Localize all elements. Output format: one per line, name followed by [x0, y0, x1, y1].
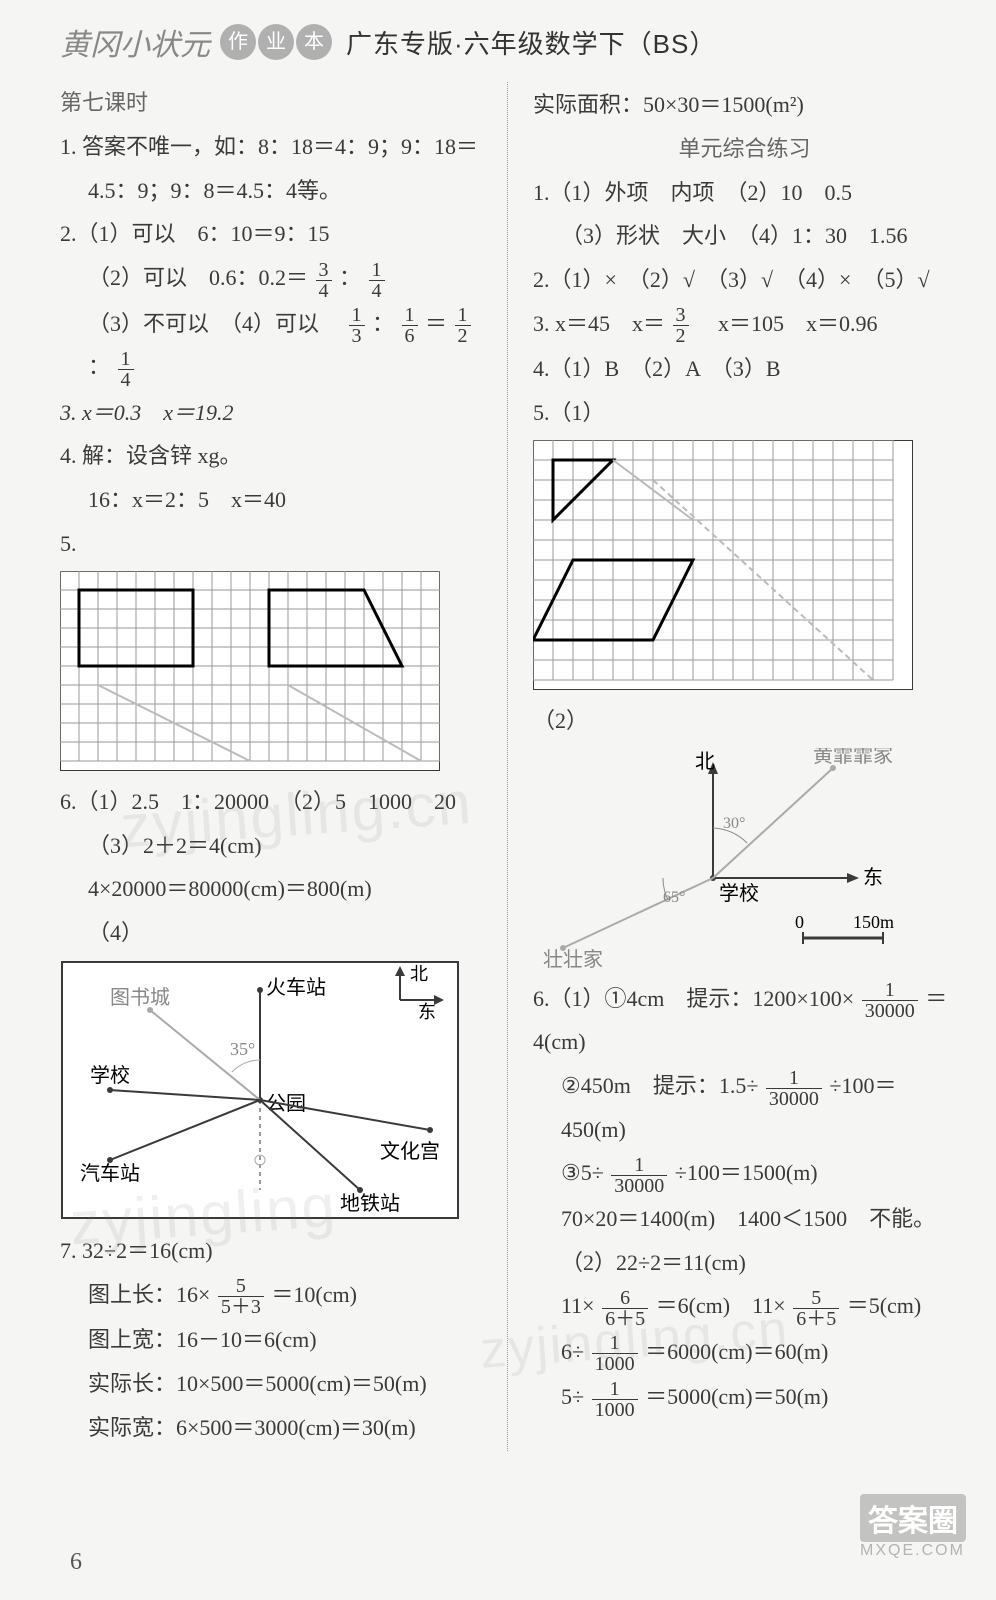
columns: 第七课时 1. 答案不唯一，如：8：18＝4：9；9：18＝ 4.5：9；9：8… [60, 82, 956, 1451]
r-q1b: （3）形状 大小 （4）1：30 1.56 [533, 215, 956, 257]
header: 黄冈小状元 作 业 本 广东专版·六年级数学下（BS） [60, 20, 956, 64]
svg-text:30°: 30° [723, 815, 745, 832]
q5-label: 5. [60, 523, 483, 565]
svg-text:学校: 学校 [90, 1064, 130, 1087]
r-q4: 4.（1）B （2）A （3）B [533, 348, 956, 390]
q6-3b: 4×20000＝80000(cm)＝800(m) [60, 868, 483, 910]
q2-3: （3）不可以 （4）可以 13 ： 16 ＝ 12 ： 14 [60, 303, 483, 390]
r-q6-2c: 6÷ 11000 ＝6000(cm)＝60(m) [533, 1331, 956, 1374]
q1-line1: 1. 答案不唯一，如：8：18＝4：9；9：18＝ [60, 126, 483, 168]
svg-text:学校: 学校 [719, 882, 759, 905]
svg-text:东: 东 [863, 866, 883, 889]
q7e: 实际宽：6×500＝3000(cm)＝30(m) [60, 1407, 483, 1449]
r-q6-1c: ③5÷ 130000 ÷100＝1500(m) [533, 1152, 956, 1195]
badge-1: 作 [220, 24, 256, 60]
svg-text:0: 0 [795, 912, 804, 932]
frac-1-30000b: 130000 [766, 1068, 822, 1109]
svg-text:黄霏霏家: 黄霏霏家 [813, 748, 893, 767]
svg-text:北: 北 [410, 964, 428, 984]
r-q5: 5.（1） [533, 392, 956, 434]
svg-text:地铁站: 地铁站 [340, 1192, 400, 1215]
page: 黄冈小状元 作 业 本 广东专版·六年级数学下（BS） 第七课时 1. 答案不唯… [0, 0, 996, 1600]
grid-figure-5r [533, 440, 913, 690]
frac-1-4: 14 [369, 260, 385, 301]
frac-3-2: 32 [673, 305, 689, 346]
r-q3: 3. x＝45 x＝ 32 x＝105 x＝0.96 [533, 303, 956, 346]
q3: 3. x＝0.3 x＝19.2 [60, 392, 483, 434]
eq1: ＝ [425, 311, 447, 336]
colon3: ： [88, 354, 110, 379]
q7b: 图上长：16× 55＋3 ＝10(cm) [60, 1274, 483, 1317]
q4a: 4. 解：设含锌 xg。 [60, 435, 483, 477]
colon1: ： [339, 265, 361, 290]
svg-text:北: 北 [695, 750, 715, 773]
frac-3-4: 34 [316, 260, 332, 301]
svg-text:东: 东 [418, 1002, 436, 1022]
svg-text:65°: 65° [663, 889, 685, 906]
q7c: 图上宽：16－10＝6(cm) [60, 1319, 483, 1361]
frac-5-53: 55＋3 [218, 1276, 264, 1317]
frac-1-30000: 130000 [862, 980, 918, 1021]
r-q6-1b: ②450m 提示：1.5÷ 130000 ÷100＝450(m) [533, 1065, 956, 1150]
r-q2: 2.（1）× （2）√ （3）√ （4）× （5）√ [533, 259, 956, 301]
q2-3-a: （3）不可以 （4）可以 [88, 311, 341, 336]
q7d: 实际长：10×500＝5000(cm)＝50(m) [60, 1363, 483, 1405]
watermark-brand: 答案圈 MXQE.COM [860, 1494, 966, 1560]
frac-1-3: 13 [349, 305, 365, 346]
r-q6-2: （2）22÷2＝11(cm) [533, 1242, 956, 1284]
compass-figure: 北 东 学校 黄霏霏家 30° 壮壮家 65° [533, 748, 933, 968]
badge-3: 本 [296, 24, 332, 60]
badge-2: 业 [258, 24, 294, 60]
svg-text:150m: 150m [853, 912, 894, 932]
r-q5-2: （2） [533, 700, 956, 742]
svg-text:壮壮家: 壮壮家 [543, 948, 603, 968]
r-top: 实际面积：50×30＝1500(m²) [533, 84, 956, 126]
brand-logo: 黄冈小状元 [60, 20, 210, 64]
q2-1: 2.（1）可以 6：10＝9：15 [60, 213, 483, 255]
r-q1a: 1.（1）外项 内项 （2）10 0.5 [533, 172, 956, 214]
frac-1-6: 16 [402, 305, 418, 346]
q6-4: （4） [60, 912, 483, 954]
r-q6-1d: 70×20＝1400(m) 1400＜1500 不能。 [533, 1198, 956, 1240]
frac-1-30000c: 130000 [611, 1155, 667, 1196]
svg-text:图书城: 图书城 [110, 986, 170, 1009]
frac-1-2: 12 [455, 305, 471, 346]
svg-text:文化宫: 文化宫 [380, 1140, 440, 1163]
r-q6-2d: 5÷ 11000 ＝5000(cm)＝50(m) [533, 1376, 956, 1419]
svg-text:汽车站: 汽车站 [80, 1162, 140, 1185]
page-number: 6 [70, 1549, 82, 1576]
column-divider [507, 82, 509, 1451]
unit-title: 单元综合练习 [533, 128, 956, 170]
q2-2: （2）可以 0.6：0.2＝ 34 ： 14 [60, 257, 483, 300]
colon2: ： [372, 311, 394, 336]
lesson-title: 第七课时 [60, 82, 483, 124]
q2-2-a: （2）可以 0.6：0.2＝ [88, 265, 308, 290]
q1-line2: 4.5：9；9：8＝4.5：4等。 [60, 170, 483, 212]
q4b: 16：x＝2：5 x＝40 [60, 479, 483, 521]
q7a: 7. 32÷2＝16(cm) [60, 1230, 483, 1272]
map-figure: 北 东 公园 火车站 图书城 35° 学校 [60, 960, 460, 1220]
frac-1-4b: 14 [118, 349, 134, 390]
svg-text:35°: 35° [230, 1039, 255, 1059]
svg-text:火车站: 火车站 [266, 976, 326, 999]
grid-figure-5 [60, 571, 440, 771]
right-column: 实际面积：50×30＝1500(m²) 单元综合练习 1.（1）外项 内项 （2… [533, 82, 956, 1451]
page-corner-decoration [31, 1554, 164, 1582]
q6-1: 6.（1）2.5 1：20000 （2）5 1000 20 [60, 781, 483, 823]
left-column: 第七课时 1. 答案不唯一，如：8：18＝4：9；9：18＝ 4.5：9；9：8… [60, 82, 483, 1451]
page-title: 广东专版·六年级数学下（BS） [346, 24, 716, 61]
r-q6-1a: 6.（1）①4cm 提示：1200×100× 130000 ＝4(cm) [533, 978, 956, 1063]
r-q6-2b: 11× 66＋5 ＝6(cm) 11× 56＋5 ＝5(cm) [533, 1285, 956, 1328]
q6-3: （3）2＋2＝4(cm) [60, 825, 483, 867]
